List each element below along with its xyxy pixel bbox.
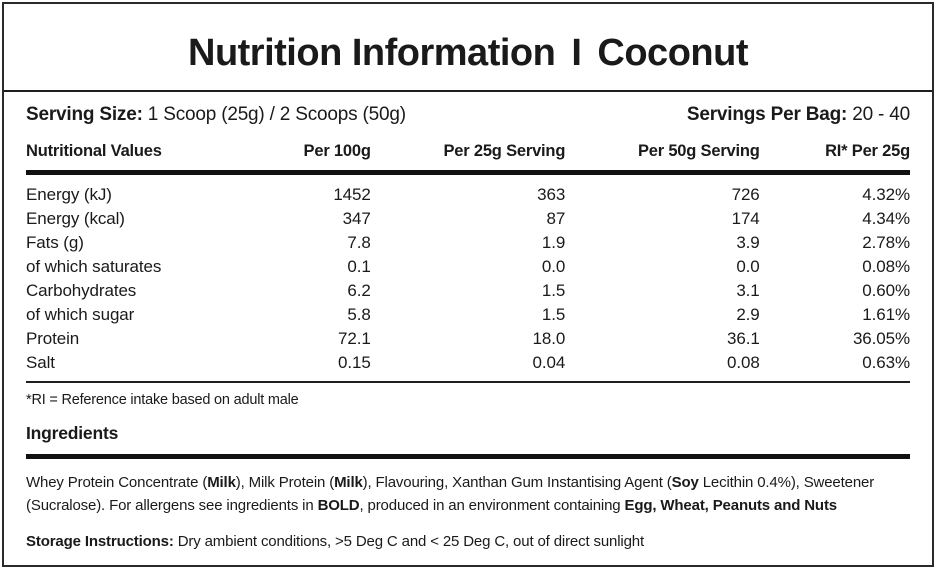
text-segment: ), Flavouring, Xanthan Gum Instantising …: [362, 474, 672, 491]
header-nutritional-values: Nutritional Values: [26, 138, 221, 175]
header-per-25g-serving: Per 25g Serving: [370, 138, 565, 175]
header-per-100g: Per 100g: [220, 138, 371, 175]
text-segment: Dry ambient conditions, >5 Deg C and < 2…: [173, 533, 645, 550]
value-cell: 0.0: [736, 257, 760, 276]
title-right: Coconut: [597, 32, 748, 74]
header-ri-per-25g: RI* Per 25g: [759, 138, 910, 175]
serving-size-value: 1 Scoop (25g) / 2 Scoops (50g): [142, 104, 406, 125]
value-cell: 0.0: [541, 257, 566, 276]
value-cell: 0.1: [347, 257, 371, 276]
table-row: Protein 72.1 18.0 36.1 36.05%: [26, 327, 910, 351]
bold-text-segment: Storage Instructions:: [26, 533, 174, 550]
nutrient-name-cell: Fats (g): [26, 233, 84, 252]
ingredients-heading: Ingredients: [26, 423, 119, 443]
text-segment: Lecithin 0.4%), Sweetener (Sucralose). F…: [26, 474, 875, 514]
nutrient-name-cell: Carbohydrates: [26, 281, 137, 300]
table-row: of which saturates 0.1 0.0 0.0 0.08%: [26, 255, 910, 279]
value-cell: 174: [731, 209, 760, 228]
table-row: of which sugar 5.8 1.5 2.9 1.61%: [26, 303, 910, 327]
bold-text-segment: Egg, Wheat, Peanuts and Nuts: [624, 497, 838, 514]
value-cell: 7.8: [347, 233, 371, 252]
ingredients-rule: [26, 454, 910, 459]
bold-text-segment: BOLD: [317, 497, 360, 514]
header-per-50g-serving: Per 50g Serving: [565, 138, 760, 175]
table-header-row: Nutritional Values Per 100g Per 25g Serv…: [26, 138, 910, 175]
value-cell: 4.34%: [862, 209, 910, 228]
ingredients-section: Ingredients Whey Protein Concentrate (Mi…: [26, 422, 910, 517]
servings-per-bag: Servings Per Bag: 20 - 40: [687, 104, 910, 126]
value-cell: 0.15: [338, 353, 371, 372]
nutrient-name-cell: Protein: [26, 329, 80, 348]
nutrient-name-cell: of which saturates: [26, 257, 162, 276]
value-cell: 3.1: [736, 281, 760, 300]
value-cell: 72.1: [338, 329, 371, 348]
storage-instructions: Storage Instructions: Dry ambient condit…: [26, 532, 910, 552]
title-rule: [4, 90, 932, 92]
value-cell: 36.05%: [852, 329, 910, 348]
value-cell: 726: [731, 185, 760, 204]
title-left: Nutrition Information: [188, 32, 556, 74]
value-cell: 363: [537, 185, 566, 204]
value-cell: 0.04: [532, 353, 566, 372]
value-cell: 2.78%: [862, 233, 910, 252]
servings-per-bag-value: 20 - 40: [847, 104, 910, 125]
value-cell: 18.0: [532, 329, 566, 348]
value-cell: 5.8: [347, 305, 371, 324]
ingredients-text: Whey Protein Concentrate (Milk), Milk Pr…: [26, 471, 910, 517]
nutrient-name-cell: of which sugar: [26, 305, 135, 324]
value-cell: 1.9: [541, 233, 566, 252]
page-title: Nutrition Information I Coconut: [26, 30, 910, 82]
value-cell: 3.9: [736, 233, 760, 252]
bold-text-segment: Soy: [671, 474, 699, 491]
serving-size-label: Serving Size:: [26, 104, 143, 125]
servings-per-bag-label: Servings Per Bag:: [686, 104, 848, 125]
value-cell: 347: [342, 209, 371, 228]
table-row: Carbohydrates 6.2 1.5 3.1 0.60%: [26, 279, 910, 303]
nutrient-name-cell: Energy (kJ): [26, 185, 112, 204]
value-cell: 6.2: [347, 281, 371, 300]
table-row: Energy (kcal) 347 87 174 4.34%: [26, 207, 910, 231]
ri-note: *RI = Reference intake based on adult ma…: [26, 392, 299, 408]
text-segment: , produced in an environment containing: [359, 497, 625, 514]
value-cell: 0.08: [726, 353, 760, 372]
title-divider: I: [571, 32, 582, 74]
nutrient-name-cell: Salt: [26, 353, 55, 372]
value-cell: 4.32%: [862, 185, 910, 204]
serving-row: Serving Size: 1 Scoop (25g) / 2 Scoops (…: [26, 104, 910, 126]
value-cell: 1452: [333, 185, 371, 204]
table-row: Fats (g) 7.8 1.9 3.9 2.78%: [26, 231, 910, 255]
bold-text-segment: Milk: [207, 474, 236, 491]
value-cell: 1.5: [541, 305, 566, 324]
nutrition-table: Nutritional Values Per 100g Per 25g Serv…: [26, 138, 910, 381]
value-cell: 1.5: [541, 281, 566, 300]
text-segment: ), Milk Protein (: [235, 474, 335, 491]
value-cell: 2.9: [736, 305, 760, 324]
value-cell: 0.08%: [862, 257, 910, 276]
value-cell: 36.1: [726, 329, 760, 348]
value-cell: 0.63%: [862, 353, 910, 372]
value-cell: 87: [546, 209, 566, 228]
table-row: Salt 0.15 0.04 0.08 0.63%: [26, 351, 910, 381]
serving-size: Serving Size: 1 Scoop (25g) / 2 Scoops (…: [26, 104, 406, 126]
text-segment: Whey Protein Concentrate (: [26, 474, 208, 491]
value-cell: 1.61%: [862, 305, 910, 324]
value-cell: 0.60%: [862, 281, 910, 300]
nutrient-name-cell: Energy (kcal): [26, 209, 125, 228]
bold-text-segment: Milk: [334, 474, 363, 491]
table-bottom-rule: [26, 381, 910, 383]
table-row: Energy (kJ) 1452 363 726 4.32%: [26, 173, 910, 208]
